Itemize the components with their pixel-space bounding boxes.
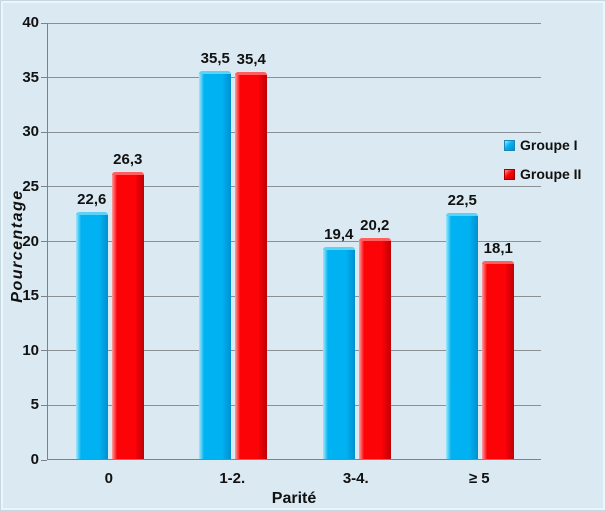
data-label: 22,6 [77,191,107,209]
data-label: 26,3 [113,150,143,168]
gridline-y-35 [48,77,541,79]
x-axis-title: Parité [271,490,317,507]
y-tick-label-5: 5 [30,396,39,414]
y-tick-label-0: 0 [30,451,39,468]
legend-marker-icon [504,139,515,151]
y-tick-mark [41,350,47,352]
data-label: 35,4 [236,51,266,69]
bar-groupe-ii-cat-0 [111,171,144,459]
y-tick-label-30: 30 [22,123,39,141]
gridline-y-5 [48,404,541,406]
y-tick-mark [41,404,47,406]
legend-marker-icon [504,168,515,180]
y-tick-label-35: 35 [22,68,39,86]
legend-label: Groupe II [520,166,582,182]
data-label: 22,5 [447,192,477,210]
data-label: 35,5 [200,50,230,68]
bar-groupe-i-cat-1 [199,71,232,459]
bar-groupe-i-cat-2 [322,247,355,459]
y-tick-label-25: 25 [22,177,39,195]
bar-groupe-ii-cat-3 [482,261,515,459]
x-category-label: 0 [104,470,113,487]
x-category-label: 3-4. [342,470,369,487]
y-tick-mark [41,459,47,461]
data-label: 20,2 [360,217,390,235]
y-tick-mark [41,22,47,24]
gridline-y-20 [48,241,541,242]
gridline-y-30 [48,131,541,133]
gridline-y-40 [48,22,541,24]
bar-groupe-ii-cat-1 [235,72,268,459]
y-tick-mark [41,131,47,133]
y-tick-mark [41,295,47,297]
y-tick-label-10: 10 [22,341,39,359]
y-tick-mark [41,241,47,242]
gridline-y-15 [48,295,541,297]
x-category-label: ≥ 5 [468,470,490,487]
gridline-y-10 [48,350,541,352]
y-tick-label-15: 15 [22,287,39,305]
bar-groupe-i-cat-0 [75,212,108,459]
legend: Groupe I Groupe II [504,137,581,195]
data-label: 19,4 [324,226,354,244]
bar-groupe-ii-cat-2 [358,238,391,459]
gridline-y-25 [48,186,541,188]
bar-groupe-i-cat-3 [446,213,479,459]
x-category-label: 1-2. [219,470,246,487]
data-label: 18,1 [483,240,513,258]
legend-item-groupe-ii: Groupe II [504,166,581,182]
plot-area: 22,6 26,3 35,5 35,4 19,4 20,2 22,5 18,1 [47,22,541,460]
y-tick-mark [41,77,47,79]
legend-label: Groupe I [520,137,578,153]
legend-item-groupe-i: Groupe I [504,137,581,153]
y-tick-label-20: 20 [22,232,39,250]
y-tick-label-40: 40 [22,14,39,31]
y-tick-mark [41,186,47,188]
